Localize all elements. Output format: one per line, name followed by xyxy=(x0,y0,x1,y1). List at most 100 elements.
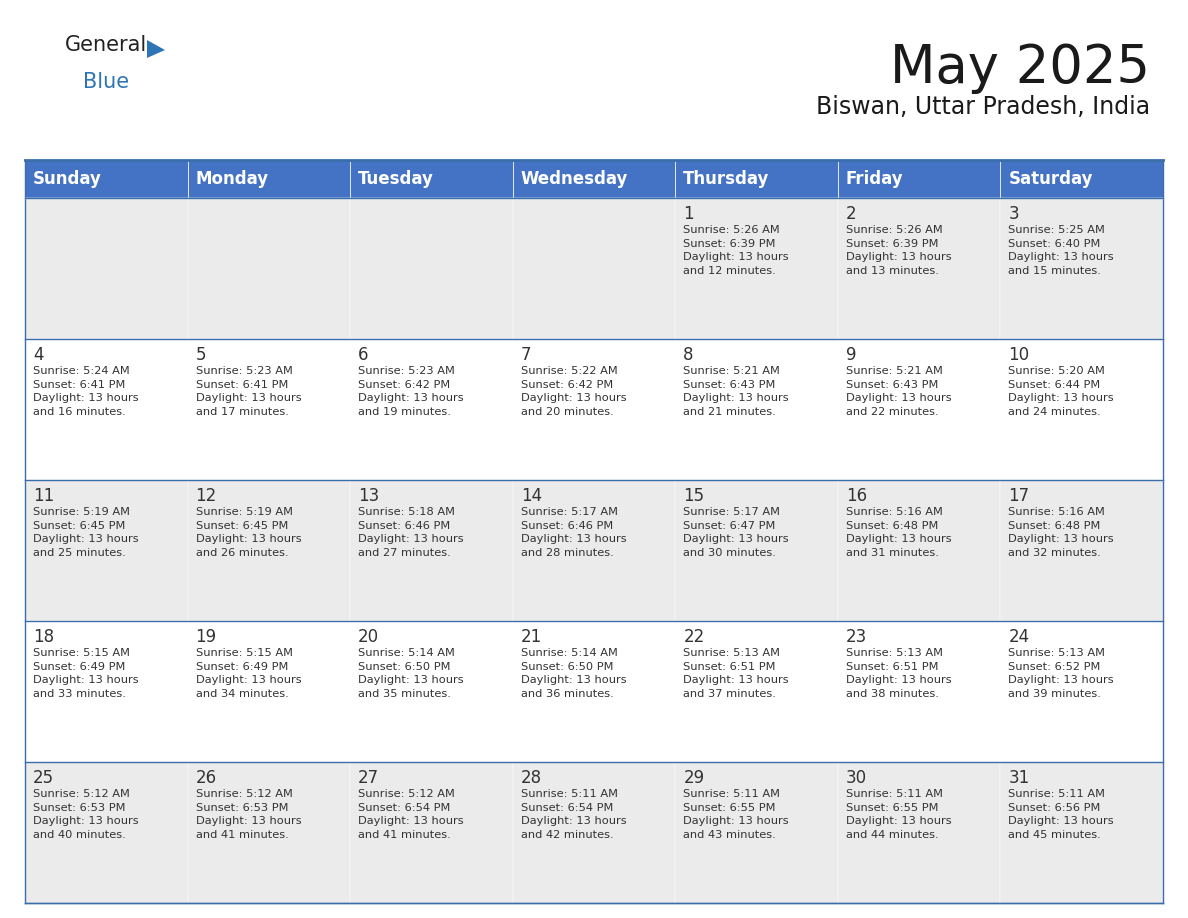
Text: 4: 4 xyxy=(33,346,44,364)
Bar xyxy=(350,480,513,621)
Text: 25: 25 xyxy=(33,769,55,787)
Bar xyxy=(675,198,838,339)
Text: Sunrise: 5:16 AM
Sunset: 6:48 PM
Daylight: 13 hours
and 32 minutes.: Sunrise: 5:16 AM Sunset: 6:48 PM Dayligh… xyxy=(1009,507,1114,558)
Text: Sunrise: 5:19 AM
Sunset: 6:45 PM
Daylight: 13 hours
and 26 minutes.: Sunrise: 5:19 AM Sunset: 6:45 PM Dayligh… xyxy=(196,507,302,558)
Text: Sunrise: 5:12 AM
Sunset: 6:54 PM
Daylight: 13 hours
and 41 minutes.: Sunrise: 5:12 AM Sunset: 6:54 PM Dayligh… xyxy=(358,789,463,840)
Text: 21: 21 xyxy=(520,628,542,646)
Text: Sunrise: 5:17 AM
Sunset: 6:47 PM
Daylight: 13 hours
and 30 minutes.: Sunrise: 5:17 AM Sunset: 6:47 PM Dayligh… xyxy=(683,507,789,558)
Text: Sunrise: 5:13 AM
Sunset: 6:51 PM
Daylight: 13 hours
and 37 minutes.: Sunrise: 5:13 AM Sunset: 6:51 PM Dayligh… xyxy=(683,648,789,699)
Text: Sunrise: 5:21 AM
Sunset: 6:43 PM
Daylight: 13 hours
and 21 minutes.: Sunrise: 5:21 AM Sunset: 6:43 PM Dayligh… xyxy=(683,366,789,417)
Text: 20: 20 xyxy=(358,628,379,646)
Text: Sunrise: 5:24 AM
Sunset: 6:41 PM
Daylight: 13 hours
and 16 minutes.: Sunrise: 5:24 AM Sunset: 6:41 PM Dayligh… xyxy=(33,366,139,417)
Text: Sunrise: 5:12 AM
Sunset: 6:53 PM
Daylight: 13 hours
and 41 minutes.: Sunrise: 5:12 AM Sunset: 6:53 PM Dayligh… xyxy=(196,789,302,840)
Bar xyxy=(350,621,513,762)
Bar xyxy=(350,339,513,480)
Bar xyxy=(25,762,188,903)
Bar xyxy=(675,160,838,198)
Bar xyxy=(513,480,675,621)
Text: Friday: Friday xyxy=(846,170,904,188)
Text: 3: 3 xyxy=(1009,205,1019,223)
Text: Wednesday: Wednesday xyxy=(520,170,628,188)
Text: Sunrise: 5:22 AM
Sunset: 6:42 PM
Daylight: 13 hours
and 20 minutes.: Sunrise: 5:22 AM Sunset: 6:42 PM Dayligh… xyxy=(520,366,626,417)
Text: 29: 29 xyxy=(683,769,704,787)
Bar xyxy=(513,339,675,480)
Bar xyxy=(188,339,350,480)
Text: Sunrise: 5:21 AM
Sunset: 6:43 PM
Daylight: 13 hours
and 22 minutes.: Sunrise: 5:21 AM Sunset: 6:43 PM Dayligh… xyxy=(846,366,952,417)
Bar xyxy=(25,339,188,480)
Text: Sunrise: 5:13 AM
Sunset: 6:52 PM
Daylight: 13 hours
and 39 minutes.: Sunrise: 5:13 AM Sunset: 6:52 PM Dayligh… xyxy=(1009,648,1114,699)
Text: Biswan, Uttar Pradesh, India: Biswan, Uttar Pradesh, India xyxy=(816,95,1150,119)
Text: Sunrise: 5:16 AM
Sunset: 6:48 PM
Daylight: 13 hours
and 31 minutes.: Sunrise: 5:16 AM Sunset: 6:48 PM Dayligh… xyxy=(846,507,952,558)
Bar xyxy=(350,762,513,903)
Bar xyxy=(838,198,1000,339)
Text: Blue: Blue xyxy=(83,72,129,92)
Text: 7: 7 xyxy=(520,346,531,364)
Bar xyxy=(188,762,350,903)
Text: Sunrise: 5:26 AM
Sunset: 6:39 PM
Daylight: 13 hours
and 13 minutes.: Sunrise: 5:26 AM Sunset: 6:39 PM Dayligh… xyxy=(846,225,952,275)
Text: Sunrise: 5:25 AM
Sunset: 6:40 PM
Daylight: 13 hours
and 15 minutes.: Sunrise: 5:25 AM Sunset: 6:40 PM Dayligh… xyxy=(1009,225,1114,275)
Bar xyxy=(1000,160,1163,198)
Text: Sunrise: 5:18 AM
Sunset: 6:46 PM
Daylight: 13 hours
and 27 minutes.: Sunrise: 5:18 AM Sunset: 6:46 PM Dayligh… xyxy=(358,507,463,558)
Text: 28: 28 xyxy=(520,769,542,787)
Text: Sunrise: 5:13 AM
Sunset: 6:51 PM
Daylight: 13 hours
and 38 minutes.: Sunrise: 5:13 AM Sunset: 6:51 PM Dayligh… xyxy=(846,648,952,699)
Bar xyxy=(188,621,350,762)
Bar xyxy=(1000,762,1163,903)
Polygon shape xyxy=(147,40,165,58)
Text: Sunrise: 5:14 AM
Sunset: 6:50 PM
Daylight: 13 hours
and 35 minutes.: Sunrise: 5:14 AM Sunset: 6:50 PM Dayligh… xyxy=(358,648,463,699)
Text: 19: 19 xyxy=(196,628,216,646)
Text: Sunrise: 5:11 AM
Sunset: 6:55 PM
Daylight: 13 hours
and 43 minutes.: Sunrise: 5:11 AM Sunset: 6:55 PM Dayligh… xyxy=(683,789,789,840)
Bar xyxy=(513,762,675,903)
Text: Monday: Monday xyxy=(196,170,268,188)
Text: Sunrise: 5:12 AM
Sunset: 6:53 PM
Daylight: 13 hours
and 40 minutes.: Sunrise: 5:12 AM Sunset: 6:53 PM Dayligh… xyxy=(33,789,139,840)
Text: Sunrise: 5:17 AM
Sunset: 6:46 PM
Daylight: 13 hours
and 28 minutes.: Sunrise: 5:17 AM Sunset: 6:46 PM Dayligh… xyxy=(520,507,626,558)
Bar xyxy=(350,198,513,339)
Text: 31: 31 xyxy=(1009,769,1030,787)
Text: Sunrise: 5:20 AM
Sunset: 6:44 PM
Daylight: 13 hours
and 24 minutes.: Sunrise: 5:20 AM Sunset: 6:44 PM Dayligh… xyxy=(1009,366,1114,417)
Text: Sunrise: 5:11 AM
Sunset: 6:56 PM
Daylight: 13 hours
and 45 minutes.: Sunrise: 5:11 AM Sunset: 6:56 PM Dayligh… xyxy=(1009,789,1114,840)
Text: Sunrise: 5:15 AM
Sunset: 6:49 PM
Daylight: 13 hours
and 33 minutes.: Sunrise: 5:15 AM Sunset: 6:49 PM Dayligh… xyxy=(33,648,139,699)
Bar xyxy=(25,480,188,621)
Bar xyxy=(675,621,838,762)
Bar xyxy=(25,160,188,198)
Text: 5: 5 xyxy=(196,346,206,364)
Bar xyxy=(188,480,350,621)
Text: 14: 14 xyxy=(520,487,542,505)
Text: Sunrise: 5:23 AM
Sunset: 6:42 PM
Daylight: 13 hours
and 19 minutes.: Sunrise: 5:23 AM Sunset: 6:42 PM Dayligh… xyxy=(358,366,463,417)
Text: Sunrise: 5:26 AM
Sunset: 6:39 PM
Daylight: 13 hours
and 12 minutes.: Sunrise: 5:26 AM Sunset: 6:39 PM Dayligh… xyxy=(683,225,789,275)
Bar xyxy=(1000,621,1163,762)
Text: 24: 24 xyxy=(1009,628,1030,646)
Bar xyxy=(188,160,350,198)
Bar xyxy=(188,198,350,339)
Bar xyxy=(838,339,1000,480)
Bar xyxy=(25,621,188,762)
Bar xyxy=(675,339,838,480)
Text: Sunrise: 5:11 AM
Sunset: 6:55 PM
Daylight: 13 hours
and 44 minutes.: Sunrise: 5:11 AM Sunset: 6:55 PM Dayligh… xyxy=(846,789,952,840)
Text: 8: 8 xyxy=(683,346,694,364)
Bar xyxy=(513,621,675,762)
Text: 23: 23 xyxy=(846,628,867,646)
Text: Sunrise: 5:11 AM
Sunset: 6:54 PM
Daylight: 13 hours
and 42 minutes.: Sunrise: 5:11 AM Sunset: 6:54 PM Dayligh… xyxy=(520,789,626,840)
Text: 12: 12 xyxy=(196,487,217,505)
Bar xyxy=(350,160,513,198)
Text: 26: 26 xyxy=(196,769,216,787)
Text: 16: 16 xyxy=(846,487,867,505)
Bar xyxy=(1000,339,1163,480)
Bar xyxy=(838,480,1000,621)
Text: 17: 17 xyxy=(1009,487,1030,505)
Bar xyxy=(513,198,675,339)
Text: Tuesday: Tuesday xyxy=(358,170,434,188)
Text: 22: 22 xyxy=(683,628,704,646)
Text: 11: 11 xyxy=(33,487,55,505)
Bar xyxy=(1000,480,1163,621)
Bar xyxy=(513,160,675,198)
Text: General: General xyxy=(65,35,147,55)
Text: 1: 1 xyxy=(683,205,694,223)
Bar xyxy=(1000,198,1163,339)
Text: 15: 15 xyxy=(683,487,704,505)
Text: Saturday: Saturday xyxy=(1009,170,1093,188)
Bar xyxy=(838,160,1000,198)
Text: 30: 30 xyxy=(846,769,867,787)
Text: 13: 13 xyxy=(358,487,379,505)
Bar xyxy=(838,621,1000,762)
Text: 9: 9 xyxy=(846,346,857,364)
